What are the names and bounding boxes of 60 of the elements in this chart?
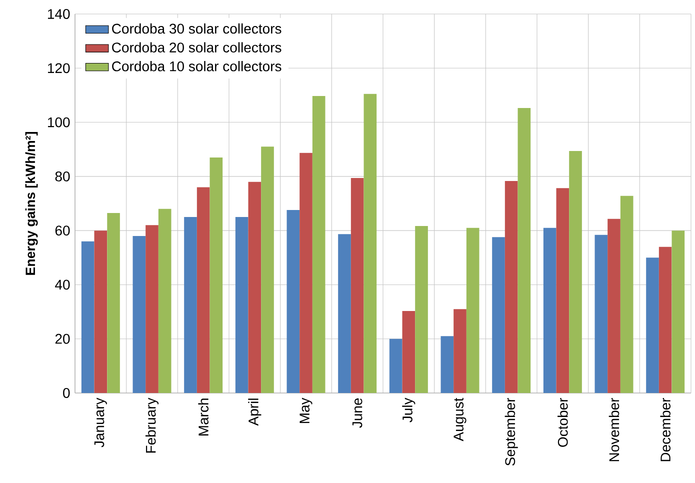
x-tick-label: October bbox=[558, 398, 568, 447]
bar bbox=[248, 182, 262, 393]
bar bbox=[146, 225, 158, 393]
bar bbox=[300, 152, 312, 393]
x-tick-label: January bbox=[94, 398, 107, 448]
bar bbox=[569, 150, 582, 393]
bar bbox=[94, 230, 108, 393]
legend-label: Cordoba 30 solar collectors bbox=[112, 23, 282, 34]
bar bbox=[402, 310, 416, 393]
bar bbox=[543, 228, 556, 393]
x-tick-label: July bbox=[402, 398, 416, 422]
y-tick-label: 40 bbox=[55, 280, 70, 290]
bar bbox=[81, 241, 94, 393]
x-tick-label: December bbox=[660, 398, 670, 462]
bar bbox=[504, 181, 518, 393]
y-tick-label: 80 bbox=[55, 171, 70, 182]
bar bbox=[556, 188, 570, 393]
x-tick-label: April bbox=[248, 398, 262, 426]
x-tick-label: November bbox=[608, 398, 620, 462]
bar bbox=[620, 196, 634, 393]
y-tick-label: 140 bbox=[48, 9, 70, 19]
x-tick-label: June bbox=[352, 398, 362, 428]
bar bbox=[440, 336, 454, 393]
legend-label: Cordoba 20 solar collectors bbox=[112, 42, 282, 52]
bar bbox=[608, 218, 620, 393]
x-tick-label: February bbox=[145, 398, 159, 453]
bar bbox=[338, 234, 351, 393]
bar bbox=[518, 108, 531, 393]
bar bbox=[492, 237, 505, 393]
bar bbox=[132, 236, 146, 393]
bar bbox=[261, 146, 274, 393]
bar bbox=[196, 187, 210, 393]
bar bbox=[158, 208, 172, 393]
bar bbox=[107, 212, 120, 393]
bar bbox=[235, 217, 248, 393]
x-tick-label: May bbox=[300, 398, 312, 424]
x-tick-label: March bbox=[198, 398, 208, 436]
bar bbox=[646, 258, 659, 393]
bar bbox=[658, 246, 672, 393]
y-axis-title: Energy gains [kWh/m²] bbox=[25, 132, 38, 275]
x-tick-label: August bbox=[454, 398, 466, 442]
bar bbox=[210, 157, 223, 393]
bar bbox=[594, 234, 608, 393]
bar bbox=[466, 228, 480, 393]
bar bbox=[454, 309, 466, 393]
y-tick-label: 0 bbox=[63, 388, 70, 398]
bar bbox=[364, 94, 377, 393]
legend-label: Cordoba 10 solar collectors bbox=[112, 61, 282, 72]
y-tick-label: 120 bbox=[48, 63, 70, 74]
bar bbox=[184, 217, 197, 393]
y-tick-label: 60 bbox=[55, 226, 70, 236]
x-tick-label: September bbox=[504, 398, 518, 466]
bar bbox=[672, 230, 685, 393]
bar bbox=[415, 226, 428, 393]
bar bbox=[389, 338, 402, 393]
bar bbox=[312, 96, 326, 393]
y-tick-label: 100 bbox=[48, 117, 70, 128]
bar bbox=[286, 210, 300, 393]
y-tick-label: 20 bbox=[55, 334, 70, 344]
bar bbox=[350, 178, 364, 393]
